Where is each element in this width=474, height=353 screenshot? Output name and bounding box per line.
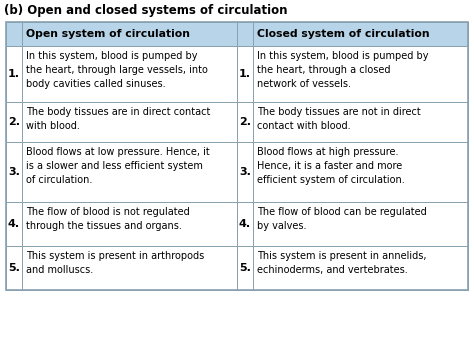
Text: 4.: 4.: [239, 219, 251, 229]
Text: The body tissues are in direct contact
with blood.: The body tissues are in direct contact w…: [26, 107, 210, 131]
Bar: [6, 202, 22, 246]
Bar: [253, 46, 468, 102]
Text: In this system, blood is pumped by
the heart, through a closed
network of vessel: In this system, blood is pumped by the h…: [257, 51, 428, 89]
Text: 2.: 2.: [8, 117, 20, 127]
Text: (b) Open and closed systems of circulation: (b) Open and closed systems of circulati…: [4, 4, 288, 17]
Bar: [6, 102, 22, 142]
Bar: [6, 22, 22, 46]
Bar: [22, 202, 237, 246]
Bar: [253, 22, 468, 46]
Bar: [22, 142, 237, 202]
Text: Blood flows at high pressure.
Hence, it is a faster and more
efficient system of: Blood flows at high pressure. Hence, it …: [257, 147, 405, 185]
Text: Closed system of circulation: Closed system of circulation: [257, 29, 429, 39]
Text: 3.: 3.: [239, 167, 251, 177]
Text: 1.: 1.: [239, 69, 251, 79]
Bar: [22, 102, 237, 142]
Bar: [237, 22, 253, 46]
Bar: [237, 246, 253, 290]
Text: 5.: 5.: [8, 263, 20, 273]
Bar: [253, 102, 468, 142]
Text: In this system, blood is pumped by
the heart, through large vessels, into
body c: In this system, blood is pumped by the h…: [26, 51, 208, 89]
Text: The flow of blood can be regulated
by valves.: The flow of blood can be regulated by va…: [257, 207, 427, 231]
Text: This system is present in arthropods
and molluscs.: This system is present in arthropods and…: [26, 251, 204, 275]
Text: Open system of circulation: Open system of circulation: [26, 29, 190, 39]
Text: The body tissues are not in direct
contact with blood.: The body tissues are not in direct conta…: [257, 107, 421, 131]
Bar: [22, 46, 237, 102]
Bar: [237, 142, 253, 202]
Bar: [6, 22, 468, 290]
Bar: [6, 246, 22, 290]
Text: The flow of blood is not regulated
through the tissues and organs.: The flow of blood is not regulated throu…: [26, 207, 190, 231]
Bar: [237, 102, 253, 142]
Text: 5.: 5.: [239, 263, 251, 273]
Bar: [253, 202, 468, 246]
Text: Blood flows at low pressure. Hence, it
is a slower and less efficient system
of : Blood flows at low pressure. Hence, it i…: [26, 147, 210, 185]
Bar: [6, 46, 22, 102]
Text: 2.: 2.: [239, 117, 251, 127]
Bar: [253, 246, 468, 290]
Text: 4.: 4.: [8, 219, 20, 229]
Bar: [253, 142, 468, 202]
Bar: [6, 142, 22, 202]
Text: 1.: 1.: [8, 69, 20, 79]
Bar: [22, 246, 237, 290]
Bar: [22, 22, 237, 46]
Bar: [237, 46, 253, 102]
Text: This system is present in annelids,
echinoderms, and vertebrates.: This system is present in annelids, echi…: [257, 251, 427, 275]
Text: 3.: 3.: [8, 167, 20, 177]
Bar: [237, 202, 253, 246]
